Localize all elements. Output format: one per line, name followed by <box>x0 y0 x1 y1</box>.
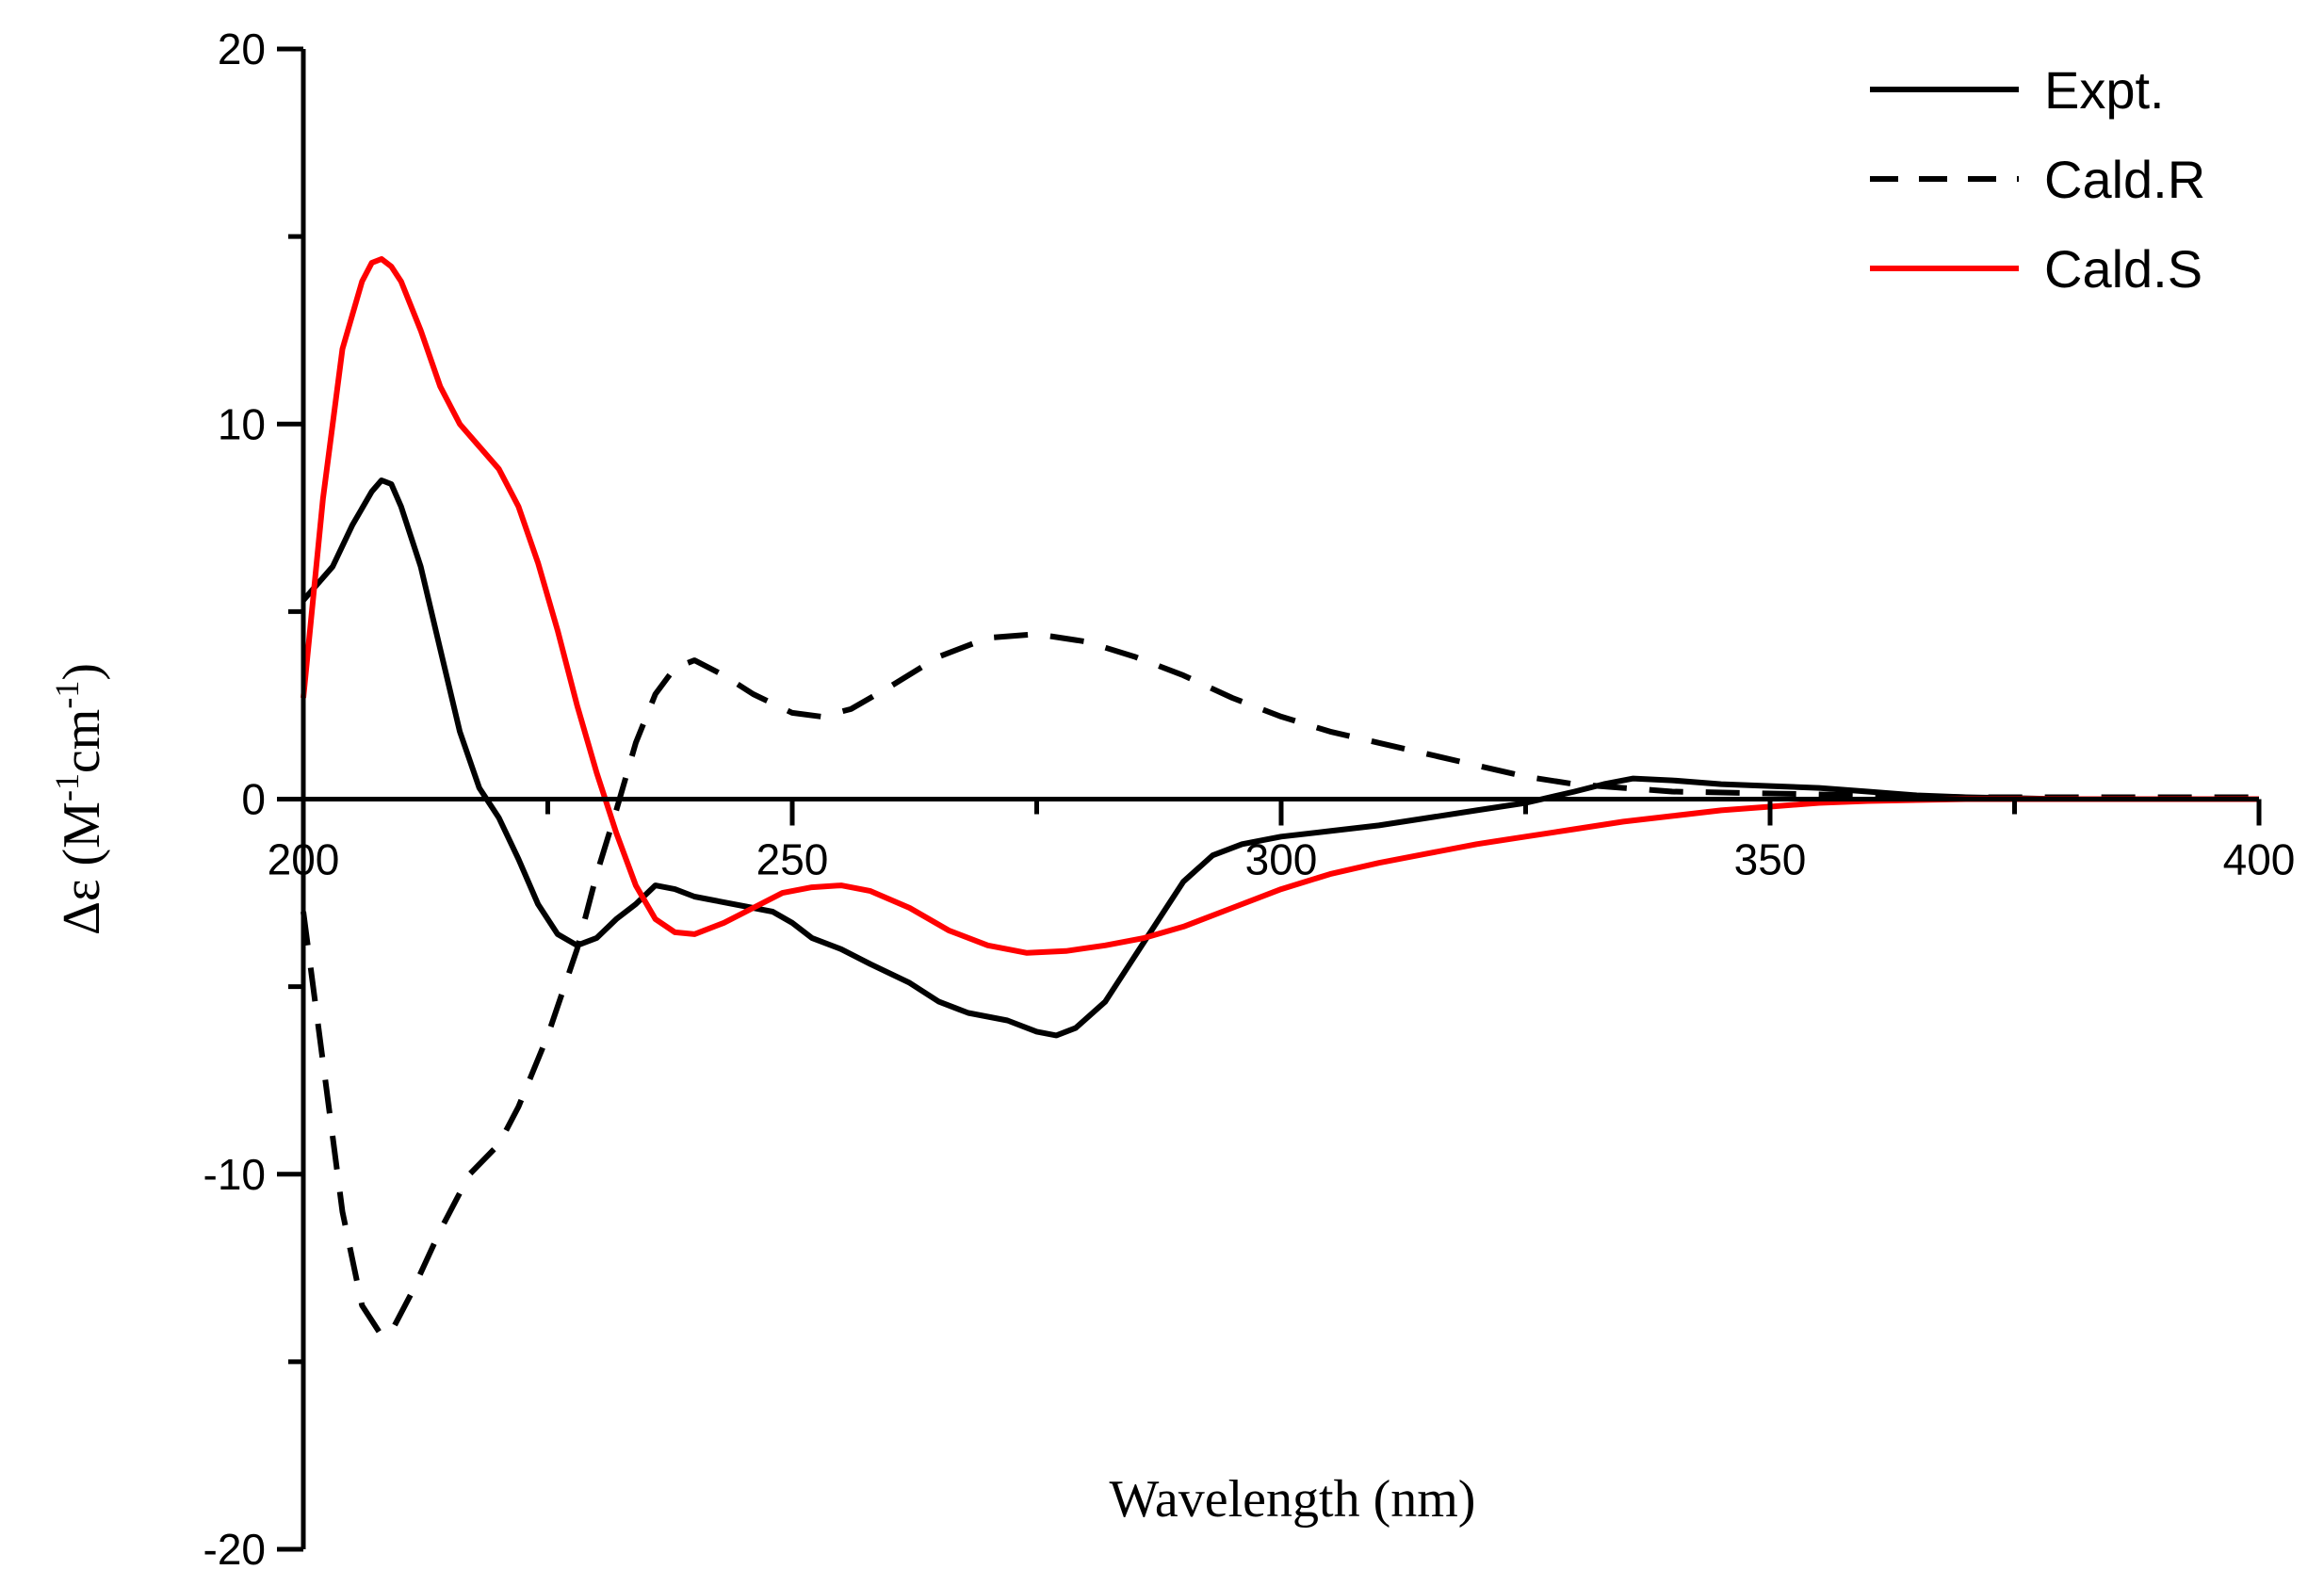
y-axis-title: Δε (M-1cm-1) <box>48 663 111 935</box>
x-tick-label: 350 <box>1734 835 1807 884</box>
y-title-middle: cm <box>53 709 111 773</box>
series-line-cald-r <box>301 631 2259 1338</box>
y-title-sup1: -1 <box>48 773 86 801</box>
legend-label: Cald.S <box>2044 239 2202 299</box>
y-title-prefix: Δε (M <box>53 801 111 935</box>
x-tick-label: 400 <box>2223 835 2296 884</box>
y-tick-label: -10 <box>203 1150 266 1199</box>
legend-label: Expt. <box>2044 60 2165 120</box>
y-tick-label: 20 <box>218 24 266 73</box>
x-tick-label: 200 <box>268 835 340 884</box>
series-lines <box>301 256 2259 1338</box>
legend-label: Cald.R <box>2044 150 2205 209</box>
legend: Expt. Cald.R Cald.S <box>1870 60 2205 299</box>
y-tick-label: 10 <box>218 399 266 448</box>
y-title-sup2: -1 <box>48 681 86 709</box>
axes: -20 -10 0 10 20 200 250 300 350 400 <box>203 24 2296 1574</box>
series-line-cald-s <box>301 256 2259 956</box>
series-line-expt <box>301 477 2259 1039</box>
x-axis-title: Wavelength (nm) <box>1110 1470 1476 1529</box>
y-tick-label: -20 <box>203 1525 266 1574</box>
y-title-suffix: ) <box>53 663 111 681</box>
x-tick-label: 250 <box>756 835 829 884</box>
x-tick-label: 300 <box>1245 835 1318 884</box>
y-tick-label: 0 <box>241 775 266 824</box>
